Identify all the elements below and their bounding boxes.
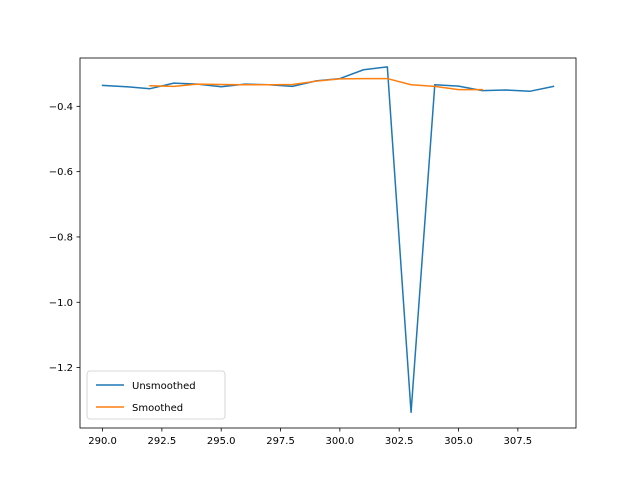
x-tick-label: 307.5 [504, 436, 533, 447]
x-tick-label: 290.0 [88, 436, 117, 447]
series-line-smoothed [149, 77, 484, 91]
series-layer [101, 66, 555, 414]
x-tick-label: 305.0 [444, 436, 473, 447]
plot-area-frame [79, 57, 577, 429]
y-tick-label: −0.6 [49, 167, 73, 178]
y-tick-label: −0.8 [49, 232, 73, 243]
x-tick-label: 297.5 [266, 436, 295, 447]
x-tick-label: 300.0 [326, 436, 355, 447]
x-tick-label: 292.5 [148, 436, 177, 447]
legend-unsmoothed-label: Unsmoothed [132, 381, 196, 392]
y-axis: −0.4 −0.6 −0.8 −1.0 −1.2 [49, 102, 80, 374]
legend-smoothed-label: Smoothed [132, 403, 183, 414]
x-axis: 290.0 292.5 295.0 297.5 300.0 302.5 305.0 307.5 [88, 428, 532, 447]
y-tick-label: −1.0 [49, 298, 73, 309]
legend: Unsmoothed Smoothed [86, 370, 226, 420]
x-tick-label: 295.0 [207, 436, 236, 447]
y-tick-label: −0.4 [49, 102, 73, 113]
y-tick-label: −1.2 [49, 363, 73, 374]
x-tick-label: 302.5 [385, 436, 414, 447]
